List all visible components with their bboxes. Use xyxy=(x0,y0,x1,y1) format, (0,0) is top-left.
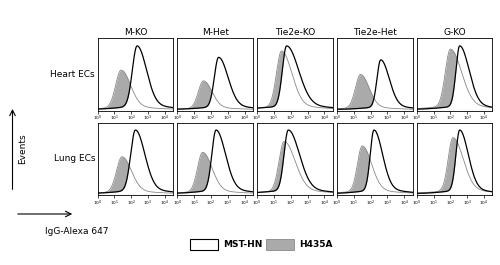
Text: IgG-Alexa 647: IgG-Alexa 647 xyxy=(45,227,108,236)
Text: H435A: H435A xyxy=(300,240,333,249)
Text: MST-HN: MST-HN xyxy=(224,240,263,249)
Text: Events: Events xyxy=(18,134,28,165)
Title: Tie2e-KO: Tie2e-KO xyxy=(275,28,315,37)
Bar xyxy=(190,238,218,250)
Title: Tie2e-Het: Tie2e-Het xyxy=(353,28,397,37)
Text: Heart ECs: Heart ECs xyxy=(50,70,95,79)
Title: M-Het: M-Het xyxy=(202,28,228,37)
Text: Lung ECs: Lung ECs xyxy=(54,154,95,163)
Title: G-KO: G-KO xyxy=(444,28,466,37)
Bar xyxy=(266,238,293,250)
Title: M-KO: M-KO xyxy=(124,28,147,37)
